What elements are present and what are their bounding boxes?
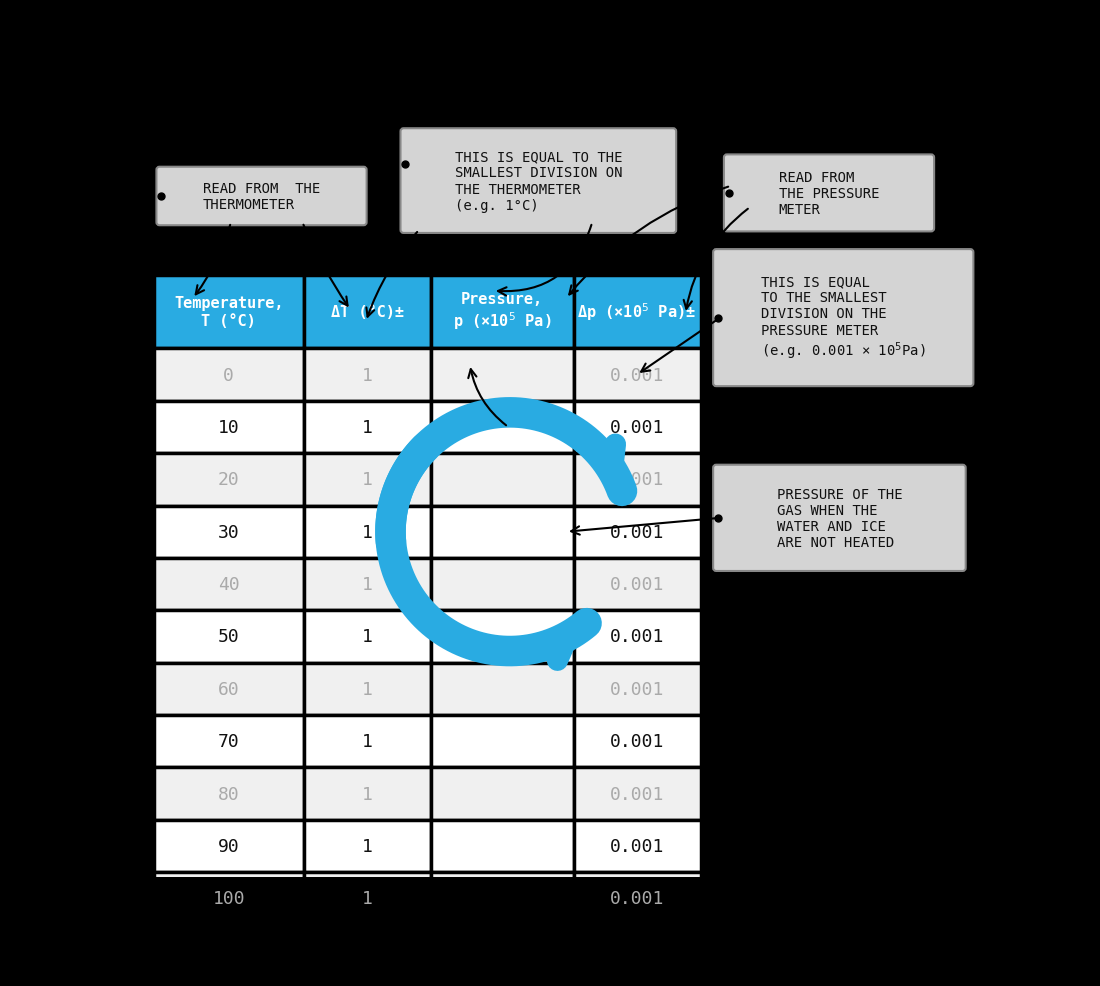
Text: 60: 60 bbox=[218, 680, 240, 698]
Text: 1: 1 bbox=[362, 471, 373, 489]
Bar bbox=[154, 558, 305, 610]
Bar bbox=[574, 767, 701, 819]
Text: 0.001: 0.001 bbox=[609, 471, 664, 489]
Bar bbox=[154, 819, 305, 873]
Bar bbox=[305, 873, 431, 925]
Bar bbox=[431, 663, 574, 715]
Bar bbox=[305, 715, 431, 767]
Bar bbox=[305, 558, 431, 610]
Text: 0.001: 0.001 bbox=[609, 628, 664, 646]
Bar bbox=[431, 454, 574, 506]
Bar bbox=[431, 610, 574, 663]
Text: Pressure,
p (×10$^5$ Pa): Pressure, p (×10$^5$ Pa) bbox=[453, 292, 551, 332]
Text: 0.001: 0.001 bbox=[609, 785, 664, 803]
Bar bbox=[154, 767, 305, 819]
Bar bbox=[154, 873, 305, 925]
Text: 0.001: 0.001 bbox=[609, 680, 664, 698]
Bar bbox=[154, 349, 305, 401]
Text: 90: 90 bbox=[218, 837, 240, 855]
Text: Temperature,
T (°C): Temperature, T (°C) bbox=[174, 296, 284, 328]
Bar bbox=[574, 873, 701, 925]
Bar bbox=[154, 454, 305, 506]
Bar bbox=[431, 715, 574, 767]
Text: READ FROM  THE
THERMOMETER: READ FROM THE THERMOMETER bbox=[202, 181, 320, 212]
Bar bbox=[305, 663, 431, 715]
Bar bbox=[574, 276, 701, 349]
Text: 70: 70 bbox=[218, 733, 240, 750]
Bar bbox=[431, 276, 574, 349]
FancyBboxPatch shape bbox=[724, 155, 934, 232]
Bar bbox=[431, 349, 574, 401]
FancyBboxPatch shape bbox=[713, 465, 966, 572]
Text: 1: 1 bbox=[362, 418, 373, 437]
Bar bbox=[574, 506, 701, 558]
Bar bbox=[305, 454, 431, 506]
Text: THIS IS EQUAL TO THE
SMALLEST DIVISION ON
THE THERMOMETER
(e.g. 1°C): THIS IS EQUAL TO THE SMALLEST DIVISION O… bbox=[454, 150, 623, 213]
Bar bbox=[154, 401, 305, 454]
FancyBboxPatch shape bbox=[713, 249, 974, 387]
Bar bbox=[431, 558, 574, 610]
Text: ΔT (°C)±: ΔT (°C)± bbox=[331, 305, 404, 319]
Text: 1: 1 bbox=[362, 837, 373, 855]
Text: 0.001: 0.001 bbox=[609, 418, 664, 437]
Text: READ FROM
THE PRESSURE
METER: READ FROM THE PRESSURE METER bbox=[779, 171, 879, 217]
Text: 50: 50 bbox=[218, 628, 240, 646]
Bar bbox=[574, 610, 701, 663]
Bar bbox=[305, 610, 431, 663]
Bar bbox=[305, 276, 431, 349]
Bar bbox=[305, 767, 431, 819]
Bar bbox=[574, 454, 701, 506]
Text: 20: 20 bbox=[218, 471, 240, 489]
Bar bbox=[154, 506, 305, 558]
Text: 0: 0 bbox=[223, 366, 234, 385]
Bar bbox=[154, 610, 305, 663]
Bar bbox=[574, 558, 701, 610]
Text: 1: 1 bbox=[362, 680, 373, 698]
Text: 1: 1 bbox=[362, 576, 373, 594]
Bar bbox=[154, 715, 305, 767]
Bar bbox=[431, 401, 574, 454]
Text: 0.001: 0.001 bbox=[609, 733, 664, 750]
Text: 1: 1 bbox=[362, 733, 373, 750]
Text: 80: 80 bbox=[218, 785, 240, 803]
Bar bbox=[431, 767, 574, 819]
Text: THIS IS EQUAL
TO THE SMALLEST
DIVISION ON THE
PRESSURE METER
(e.g. 0.001 × 10$^5: THIS IS EQUAL TO THE SMALLEST DIVISION O… bbox=[761, 275, 925, 362]
Bar bbox=[574, 715, 701, 767]
FancyBboxPatch shape bbox=[156, 168, 366, 226]
Text: 100: 100 bbox=[212, 889, 245, 907]
Text: 0.001: 0.001 bbox=[609, 576, 664, 594]
Text: 1: 1 bbox=[362, 889, 373, 907]
Bar bbox=[574, 819, 701, 873]
Bar bbox=[154, 276, 305, 349]
Bar bbox=[574, 401, 701, 454]
Text: 0.001: 0.001 bbox=[609, 524, 664, 541]
FancyBboxPatch shape bbox=[400, 129, 676, 234]
Text: 0.001: 0.001 bbox=[609, 889, 664, 907]
Bar bbox=[305, 401, 431, 454]
Bar bbox=[154, 663, 305, 715]
Bar bbox=[574, 663, 701, 715]
Text: 0.001: 0.001 bbox=[609, 366, 664, 385]
Text: PRESSURE OF THE
GAS WHEN THE
WATER AND ICE
ARE NOT HEATED: PRESSURE OF THE GAS WHEN THE WATER AND I… bbox=[777, 487, 902, 549]
Bar bbox=[431, 873, 574, 925]
Bar bbox=[305, 819, 431, 873]
Text: 0.001: 0.001 bbox=[609, 837, 664, 855]
Text: 10: 10 bbox=[218, 418, 240, 437]
Bar bbox=[305, 349, 431, 401]
Bar bbox=[574, 349, 701, 401]
Text: 1: 1 bbox=[362, 628, 373, 646]
Bar bbox=[431, 819, 574, 873]
Bar bbox=[431, 506, 574, 558]
Text: 30: 30 bbox=[218, 524, 240, 541]
Text: 40: 40 bbox=[218, 576, 240, 594]
Text: 1: 1 bbox=[362, 785, 373, 803]
Text: Δp (×10$^5$ Pa)±: Δp (×10$^5$ Pa)± bbox=[578, 302, 696, 323]
Text: 1: 1 bbox=[362, 524, 373, 541]
Bar bbox=[305, 506, 431, 558]
Text: 1: 1 bbox=[362, 366, 373, 385]
